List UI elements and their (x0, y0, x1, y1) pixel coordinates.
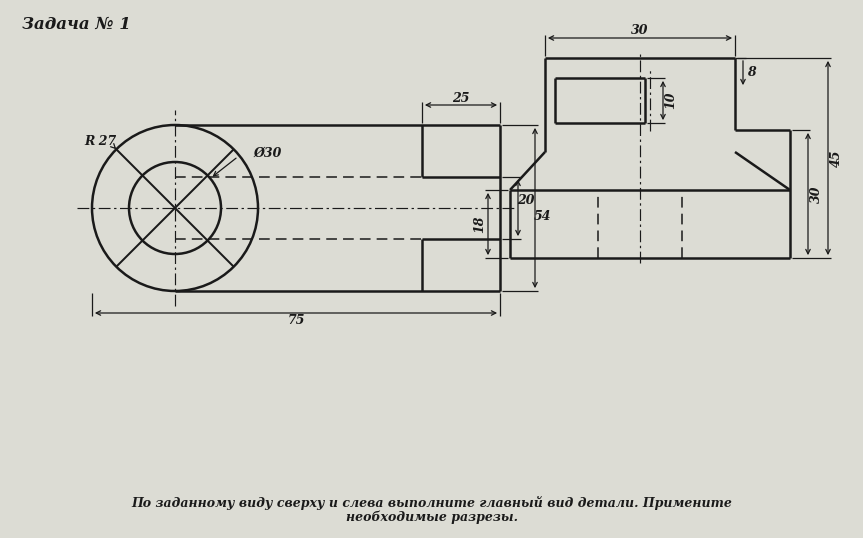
Text: 45: 45 (829, 149, 842, 167)
Text: 54: 54 (534, 209, 551, 223)
Text: 30: 30 (631, 25, 649, 38)
Text: 25: 25 (452, 91, 469, 104)
Text: необходимые разрезы.: необходимые разрезы. (346, 510, 518, 523)
Text: Ø30: Ø30 (253, 147, 281, 160)
Text: 18: 18 (474, 215, 487, 233)
Text: R 27: R 27 (85, 135, 117, 148)
Text: По заданному виду сверху и слева выполните главный вид детали. Примените: По заданному виду сверху и слева выполни… (131, 496, 733, 510)
Text: 30: 30 (809, 185, 822, 203)
Text: 8: 8 (746, 67, 755, 80)
Text: Задача № 1: Задача № 1 (22, 16, 131, 33)
Text: 75: 75 (287, 314, 305, 327)
Text: 20: 20 (517, 194, 535, 207)
Text: 10: 10 (665, 92, 677, 109)
